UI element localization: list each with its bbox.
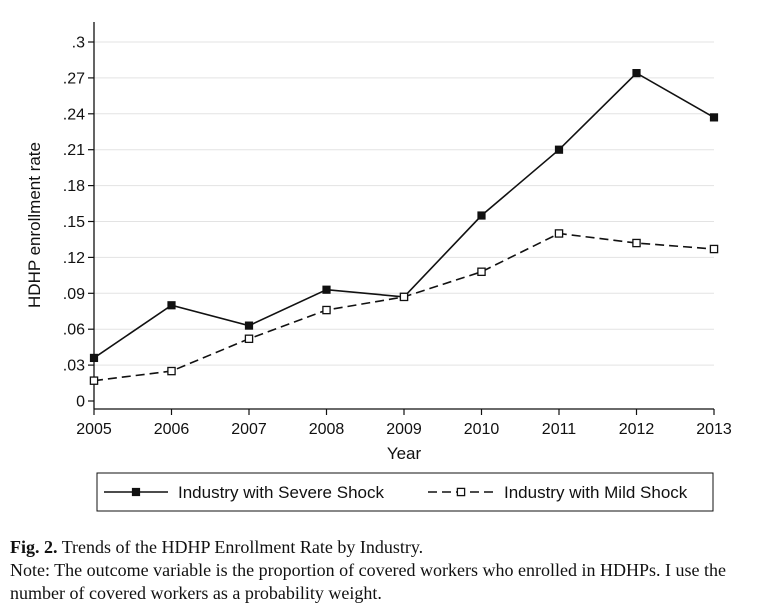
caption-title-line: Fig. 2. Trends of the HDHP Enrollment Ra… <box>10 536 760 559</box>
legend-box <box>96 472 714 512</box>
y-axis-label: HDHP enrollment rate <box>25 142 44 308</box>
data-point <box>477 211 486 220</box>
x-tick-label: 2009 <box>386 421 422 438</box>
legend-label: Industry with Severe Shock <box>178 483 384 502</box>
figure-caption: Fig. 2. Trends of the HDHP Enrollment Ra… <box>10 536 760 605</box>
data-point <box>244 321 254 330</box>
data-point <box>399 292 409 302</box>
x-tick-label: 2005 <box>76 421 112 438</box>
legend-item: Industry with Severe Shock <box>104 483 384 502</box>
y-tick-label: .06 <box>63 322 85 339</box>
y-tick-label: .24 <box>63 106 85 123</box>
y-tick-label: .09 <box>63 286 85 303</box>
y-tick-label: .15 <box>63 214 85 231</box>
data-point <box>322 305 331 315</box>
axes <box>93 22 714 410</box>
x-tick-label: 2007 <box>231 421 267 438</box>
x-tick-label: 2013 <box>696 421 732 438</box>
y-ticks: 0 .03 .06 .09 .12 .15 .18 .21 .24 .27 .3 <box>63 35 94 411</box>
caption-note: Note: The outcome variable is the propor… <box>10 560 726 603</box>
x-axis-label: Year <box>387 444 422 463</box>
caption-figure-label: Fig. 2. <box>10 537 58 557</box>
data-point <box>709 113 719 122</box>
x-tick-label: 2012 <box>619 421 655 438</box>
caption-title: Trends of the HDHP Enrollment Rate by In… <box>61 537 424 557</box>
y-tick-label: .12 <box>63 250 85 267</box>
data-point <box>709 244 719 254</box>
data-point <box>632 69 641 78</box>
series-2 <box>89 229 719 385</box>
legend-item: Industry with Mild Shock <box>428 483 688 502</box>
y-tick-label: .3 <box>72 35 85 52</box>
data-point <box>89 376 99 385</box>
legend-label: Industry with Mild Shock <box>504 483 688 502</box>
line-chart: 0.03.06.09.12.15.18.21.24.27.3 2005 2006 2… <box>25 22 732 512</box>
data-point <box>167 366 176 376</box>
legend-marker <box>131 487 141 497</box>
x-tick-label: 2008 <box>309 421 345 438</box>
y-tick-label: .03 <box>63 358 85 375</box>
y-tick-label: .27 <box>63 70 85 87</box>
gridlines <box>94 41 714 366</box>
data-point <box>477 267 486 277</box>
x-ticks: 2005 2006 2007 2008 2009 2010 2011 2012 2013 <box>76 409 732 438</box>
y-tick-label: .21 <box>63 142 85 159</box>
y-tick-label: 0 <box>76 394 85 411</box>
x-tick-label: 2006 <box>154 421 190 438</box>
data-point <box>554 229 564 238</box>
data-point <box>89 353 99 363</box>
data-point <box>244 334 254 344</box>
data-point <box>554 145 564 154</box>
series-line <box>93 72 715 359</box>
legend: Industry with Severe Shock Industry with … <box>96 472 714 512</box>
data-point <box>632 238 641 248</box>
x-tick-label: 2011 <box>542 421 577 438</box>
data-point <box>167 301 176 310</box>
data-point <box>322 285 331 294</box>
series <box>89 69 719 385</box>
y-tick-label: .18 <box>63 178 85 195</box>
x-tick-label: 2010 <box>464 421 500 438</box>
series-line <box>93 232 715 382</box>
legend-marker <box>456 487 466 497</box>
